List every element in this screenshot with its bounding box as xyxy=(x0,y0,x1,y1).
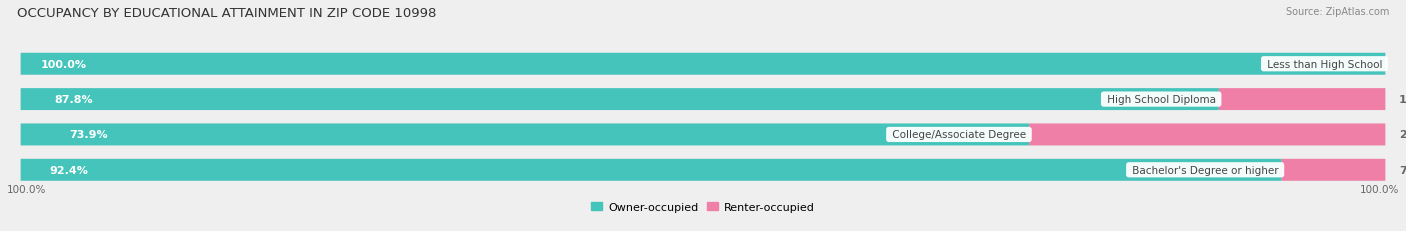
Text: 100.0%: 100.0% xyxy=(7,184,46,194)
Text: 100.0%: 100.0% xyxy=(1360,184,1399,194)
Text: Source: ZipAtlas.com: Source: ZipAtlas.com xyxy=(1285,7,1389,17)
Text: Bachelor's Degree or higher: Bachelor's Degree or higher xyxy=(1129,165,1282,175)
FancyBboxPatch shape xyxy=(21,89,1385,111)
FancyBboxPatch shape xyxy=(21,159,1282,181)
FancyBboxPatch shape xyxy=(21,54,1385,75)
Text: 12.2%: 12.2% xyxy=(1399,95,1406,105)
FancyBboxPatch shape xyxy=(21,89,1219,111)
Text: OCCUPANCY BY EDUCATIONAL ATTAINMENT IN ZIP CODE 10998: OCCUPANCY BY EDUCATIONAL ATTAINMENT IN Z… xyxy=(17,7,436,20)
FancyBboxPatch shape xyxy=(1029,124,1385,146)
Text: 7.6%: 7.6% xyxy=(1399,165,1406,175)
Text: College/Associate Degree: College/Associate Degree xyxy=(889,130,1029,140)
Text: 92.4%: 92.4% xyxy=(49,165,89,175)
Legend: Owner-occupied, Renter-occupied: Owner-occupied, Renter-occupied xyxy=(586,198,820,216)
FancyBboxPatch shape xyxy=(21,124,1385,146)
Text: 100.0%: 100.0% xyxy=(41,59,87,70)
Text: High School Diploma: High School Diploma xyxy=(1104,95,1219,105)
Text: Less than High School: Less than High School xyxy=(1264,59,1385,70)
FancyBboxPatch shape xyxy=(21,159,1385,181)
FancyBboxPatch shape xyxy=(1282,159,1385,181)
Text: 87.8%: 87.8% xyxy=(55,95,93,105)
FancyBboxPatch shape xyxy=(1219,89,1385,111)
Text: 26.1%: 26.1% xyxy=(1399,130,1406,140)
FancyBboxPatch shape xyxy=(21,54,1385,75)
Text: 73.9%: 73.9% xyxy=(70,130,108,140)
FancyBboxPatch shape xyxy=(21,124,1029,146)
